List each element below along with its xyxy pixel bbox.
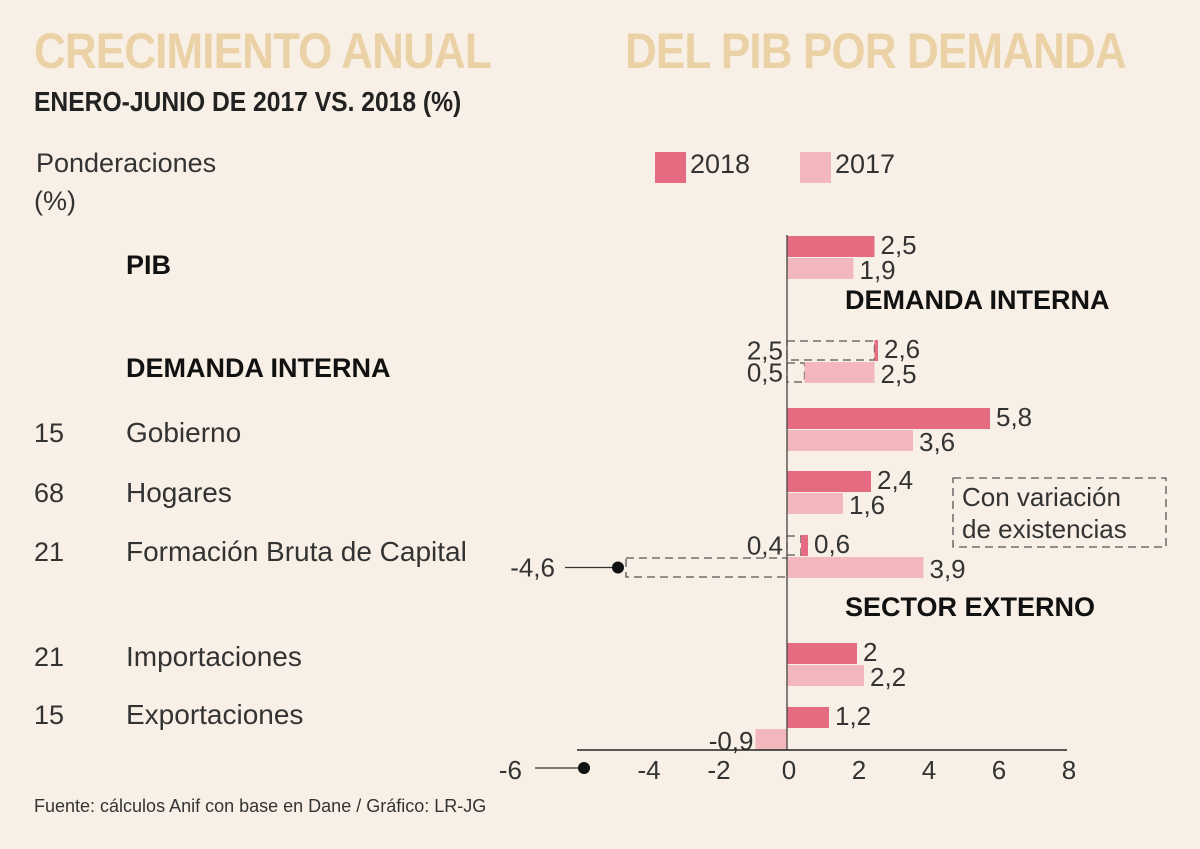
category-label: DEMANDA INTERNA xyxy=(126,353,391,383)
title-right: DEL PIB POR DEMANDA xyxy=(625,23,1127,79)
category-weight: 21 xyxy=(34,537,64,567)
category-label: Gobierno xyxy=(126,417,241,448)
category-label: Exportaciones xyxy=(126,699,303,730)
section-label-sector-externo: SECTOR EXTERNO xyxy=(845,592,1095,622)
value-label-2017: 3,9 xyxy=(930,554,966,584)
x-tick-label: -6 xyxy=(499,755,522,785)
value-label-2018: 2,5 xyxy=(881,230,917,260)
callout-box xyxy=(952,477,1167,548)
bar-2017 xyxy=(787,430,913,451)
category-weight: 15 xyxy=(34,700,64,730)
bar-alt-2017 xyxy=(786,362,806,383)
bar-2017 xyxy=(804,362,875,383)
x-tick-label: -2 xyxy=(707,755,730,785)
bar-2017 xyxy=(787,665,864,686)
legend-label-2018: 2018 xyxy=(690,149,751,179)
bar-alt-2018 xyxy=(786,535,802,556)
alt-value-label-2018: 0,4 xyxy=(747,531,783,561)
bar-2018 xyxy=(801,535,808,556)
value-label-2018: 2,6 xyxy=(884,334,920,364)
title-left: CRECIMIENTO ANUAL xyxy=(34,23,492,79)
alt-value-label-2017: 0,5 xyxy=(747,358,783,388)
weights-header-unit: (%) xyxy=(34,186,76,216)
section-label-demanda-interna: DEMANDA INTERNA xyxy=(845,285,1110,315)
callout-text: Con variación xyxy=(962,482,1121,512)
alt-value-label-2017: -4,6 xyxy=(510,553,555,583)
bar-2018 xyxy=(787,471,871,492)
tick-leader-dot xyxy=(578,762,590,774)
bar-2017 xyxy=(787,493,843,514)
value-label-2018: 1,2 xyxy=(835,701,871,731)
value-label-2017: 2,5 xyxy=(881,359,917,389)
category-weight: 68 xyxy=(34,478,64,508)
value-label-2017: 3,6 xyxy=(919,427,955,457)
weights-header: Ponderaciones xyxy=(36,148,217,178)
category-label: Hogares xyxy=(126,477,232,508)
bar-2017 xyxy=(755,729,787,750)
value-label-2017: 1,9 xyxy=(860,255,896,285)
category-weight: 21 xyxy=(34,642,64,672)
category-weight: 15 xyxy=(34,418,64,448)
legend-swatch-2018 xyxy=(655,152,686,183)
x-tick-label: 0 xyxy=(782,755,796,785)
x-tick-label: -4 xyxy=(637,755,660,785)
value-label-2017: -0,9 xyxy=(709,726,754,756)
bar-alt-2017 xyxy=(625,557,788,578)
value-label-2018: 2 xyxy=(863,637,877,667)
bar-2018 xyxy=(874,340,878,361)
category-label: PIB xyxy=(126,250,171,280)
bar-2018 xyxy=(787,236,875,257)
category-label: Formación Bruta de Capital xyxy=(126,536,467,567)
alt-value-label-2018: 2,5 xyxy=(747,336,783,366)
x-tick-label: 8 xyxy=(1062,755,1076,785)
bar-alt-2018 xyxy=(786,340,876,361)
value-label-2017: 1,6 xyxy=(849,490,885,520)
x-tick-label: 2 xyxy=(852,755,866,785)
bar-2018 xyxy=(787,707,829,728)
value-label-2018: 0,6 xyxy=(814,529,850,559)
x-tick-label: 6 xyxy=(992,755,1006,785)
category-label: Importaciones xyxy=(126,641,302,672)
bar-2017 xyxy=(787,258,854,279)
bar-2018 xyxy=(787,408,990,429)
value-label-2018: 2,4 xyxy=(877,465,913,495)
subtitle: ENERO-JUNIO DE 2017 VS. 2018 (%) xyxy=(34,86,462,117)
value-label-2017: 2,2 xyxy=(870,662,906,692)
callout-text: de existencias xyxy=(962,514,1127,544)
legend-label-2017: 2017 xyxy=(835,149,896,179)
legend-swatch-2017 xyxy=(800,152,831,183)
bar-2018 xyxy=(787,643,857,664)
leader-dot xyxy=(612,561,624,574)
bar-2017 xyxy=(787,557,924,578)
source-note: Fuente: cálculos Anif con base en Dane /… xyxy=(34,796,487,816)
value-label-2018: 5,8 xyxy=(996,402,1032,432)
x-tick-label: 4 xyxy=(922,755,936,785)
